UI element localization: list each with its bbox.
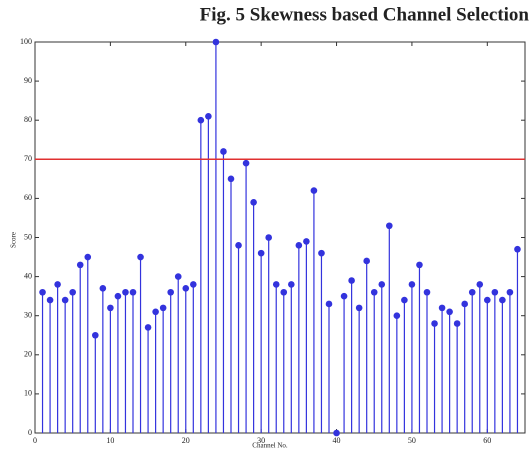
stem-marker xyxy=(438,304,446,312)
y-tick-label: 90 xyxy=(24,76,32,85)
stem-marker xyxy=(416,261,423,269)
stem-marker xyxy=(92,331,99,339)
stem-marker xyxy=(310,187,318,194)
y-axis-label: Score xyxy=(10,232,18,248)
stem-marker xyxy=(378,281,386,288)
stem-marker xyxy=(107,304,114,312)
stem-marker xyxy=(303,238,310,245)
stem-marker xyxy=(235,242,242,249)
x-axis-label: Channel No. xyxy=(252,442,288,450)
stem-marker xyxy=(393,312,401,320)
y-tick-label: 10 xyxy=(24,389,32,398)
y-tick-label: 50 xyxy=(24,232,32,241)
stem-marker xyxy=(431,320,438,327)
x-tick-label: 10 xyxy=(106,436,114,445)
x-tick-label: 50 xyxy=(408,436,416,445)
stem-marker xyxy=(468,288,476,296)
x-tick-label: 60 xyxy=(483,436,491,445)
stem-marker xyxy=(340,292,348,300)
stem-marker xyxy=(363,257,370,265)
stem-marker xyxy=(423,288,431,296)
stem-marker xyxy=(212,38,220,46)
stem-marker xyxy=(205,112,212,120)
stem-marker xyxy=(333,429,340,437)
stem-marker xyxy=(370,288,378,296)
y-tick-label: 40 xyxy=(24,271,32,280)
stem-marker xyxy=(159,304,167,312)
x-tick-label: 20 xyxy=(182,436,190,445)
stem-marker xyxy=(84,253,92,261)
stem-marker xyxy=(348,277,355,284)
stem-marker xyxy=(484,296,491,304)
y-tick-label: 80 xyxy=(24,115,32,124)
stem-marker xyxy=(227,175,235,183)
stem-marker xyxy=(46,296,54,304)
stem-marker xyxy=(257,249,265,257)
stem-marker xyxy=(250,199,257,206)
plot-frame xyxy=(34,41,526,434)
stem-marker xyxy=(280,288,288,296)
y-tick-label: 60 xyxy=(24,193,32,202)
stem-marker xyxy=(325,300,333,308)
stem-marker xyxy=(265,234,272,241)
stem-marker xyxy=(129,288,137,296)
stem-marker xyxy=(61,296,69,304)
stem-marker xyxy=(288,281,295,288)
stem-marker xyxy=(174,273,182,280)
stem-marker xyxy=(491,288,499,296)
stem-marker xyxy=(355,304,363,312)
stem-marker xyxy=(514,245,521,253)
stem-marker xyxy=(167,288,174,296)
stem-marker xyxy=(69,288,76,296)
stem-marker xyxy=(54,281,61,288)
stem-marker xyxy=(453,320,461,327)
y-tick-label: 70 xyxy=(24,154,32,163)
chart-title: Fig. 5 Skewness based Channel Selection xyxy=(200,4,530,25)
x-tick-label: 0 xyxy=(33,436,37,445)
stem-marker xyxy=(272,281,280,288)
y-tick-label: 20 xyxy=(24,350,32,359)
stem-marker xyxy=(499,296,506,304)
stem-marker xyxy=(476,281,484,288)
stem-marker xyxy=(408,281,416,288)
stem-marker xyxy=(295,242,303,249)
stem-marker xyxy=(76,261,84,269)
stem-marker xyxy=(144,324,152,331)
stem-marker xyxy=(152,308,159,316)
stem-marker xyxy=(197,116,205,124)
y-tick-label: 30 xyxy=(24,311,32,320)
stem-marker xyxy=(446,308,453,316)
stem-marker xyxy=(137,253,144,261)
stem-marker xyxy=(401,296,408,304)
stem-marker xyxy=(461,300,468,308)
stem-marker xyxy=(190,281,197,288)
stem-marker xyxy=(220,148,227,155)
stem-marker xyxy=(39,288,46,296)
stem-marker xyxy=(182,285,190,292)
stem-marker xyxy=(242,159,250,167)
stem-marker xyxy=(318,249,325,257)
stem-marker xyxy=(386,222,393,230)
x-tick-label: 30 xyxy=(257,436,265,445)
y-tick-label: 0 xyxy=(28,428,32,437)
stem-marker xyxy=(114,292,122,300)
stem-marker xyxy=(122,288,129,296)
y-tick-label: 100 xyxy=(20,37,32,46)
x-tick-label: 40 xyxy=(333,436,341,445)
stem-marker xyxy=(99,285,107,292)
stem-marker xyxy=(506,288,514,296)
